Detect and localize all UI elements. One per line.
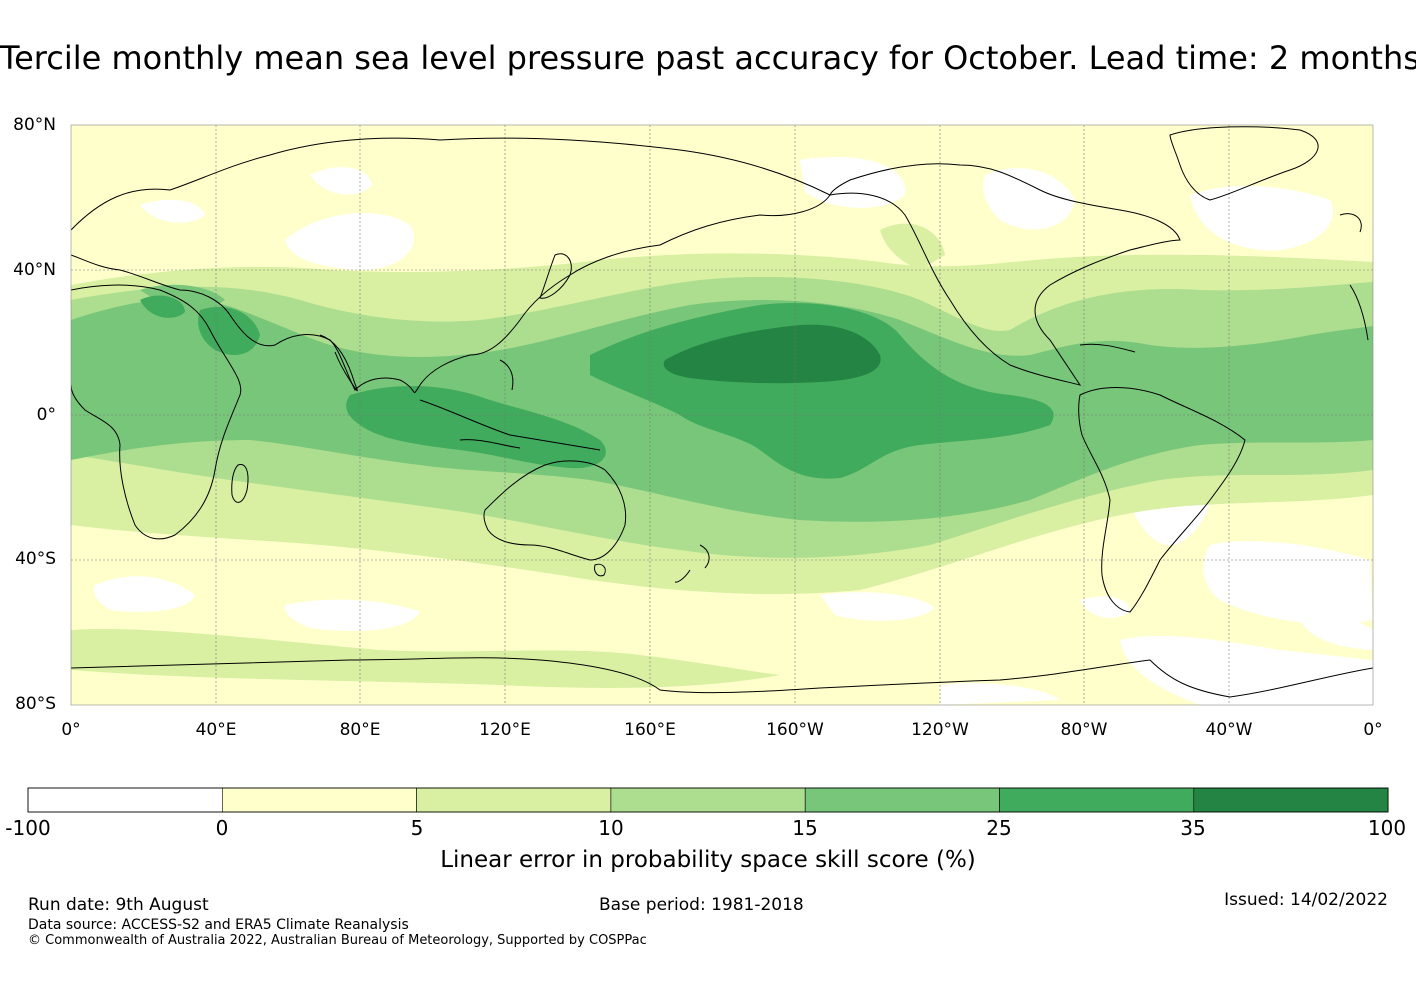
run-date: Run date: 9th August: [28, 895, 209, 915]
lon-label-80w: 80°W: [1060, 720, 1108, 740]
colorbar-segment: [27, 787, 223, 813]
colorbar-frame: [27, 787, 1389, 813]
colorbar-tick-label: 25: [986, 816, 1012, 840]
colorbar-tick-label: 15: [792, 816, 818, 840]
colorbar-segment: [999, 787, 1195, 813]
data-source: Data source: ACCESS-S2 and ERA5 Climate …: [28, 917, 409, 933]
map-frame: [70, 124, 1374, 706]
coast-indonesia: [419, 359, 601, 451]
colorbar-tick-label: 10: [598, 816, 624, 840]
lat-label-80n: 80°N: [13, 115, 56, 135]
issued-date: Issued: 14/02/2022: [1224, 890, 1388, 910]
coast-japan: [539, 253, 572, 299]
colorbar: [27, 787, 1389, 813]
lon-label-160e: 160°E: [624, 720, 676, 740]
lon-label-40w: 40°W: [1205, 720, 1253, 740]
coast-india: [319, 334, 358, 392]
lon-label-0-west: 0°: [61, 720, 81, 740]
coast-north-america: [829, 163, 1181, 386]
map-title-text: Tercile monthly mean sea level pressure …: [0, 39, 1416, 77]
colorbar-tick-label: 35: [1180, 816, 1206, 840]
map-title: Tercile monthly mean sea level pressure …: [0, 36, 1416, 80]
copyright-notice: © Commonwealth of Australia 2022, Austra…: [28, 933, 647, 948]
lat-label-80s: 80°S: [15, 694, 56, 714]
lat-label-0: 0°: [36, 405, 56, 425]
coast-tasmania: [594, 563, 606, 577]
lat-label-40n: 40°N: [13, 260, 56, 280]
coast-africa: [71, 284, 242, 540]
coast-greenland: [1169, 126, 1319, 201]
coast-caribbean: [1079, 343, 1136, 353]
colorbar-tick-label: 0: [215, 816, 229, 840]
coastlines: [71, 126, 1373, 698]
coast-south-america: [1078, 387, 1246, 613]
lat-label-40s: 40°S: [15, 549, 56, 569]
lon-label-120w: 120°W: [911, 720, 969, 740]
lon-label-80e: 80°E: [339, 720, 381, 740]
base-period: Base period: 1981-2018: [599, 895, 804, 915]
lon-label-160w: 160°W: [766, 720, 824, 740]
skill-field: [71, 125, 1373, 705]
coast-antarctica: [71, 657, 1373, 698]
skill-band-35-100: [663, 324, 881, 384]
colorbar-segment: [222, 787, 417, 813]
colorbar-segment: [804, 787, 1000, 813]
colorbar-caption: Linear error in probability space skill …: [440, 847, 976, 873]
coast-australia: [483, 460, 627, 561]
colorbar-segment: [1193, 787, 1389, 813]
colorbar-segment: [416, 787, 612, 813]
colorbar-tick-label: -100: [5, 816, 51, 840]
colorbar-tick-label: 5: [410, 816, 424, 840]
colorbar-segment: [610, 787, 806, 813]
negative-skill-patches: [93, 156, 1373, 705]
coast-europe-west: [1339, 213, 1369, 341]
lon-label-0-east: 0°: [1363, 720, 1383, 740]
coast-madagascar: [231, 463, 249, 503]
coast-new-zealand: [674, 544, 710, 583]
colorbar-tick-label: 100: [1367, 816, 1407, 840]
lon-label-120e: 120°E: [479, 720, 531, 740]
lon-label-40e: 40°E: [195, 720, 237, 740]
graticule: [71, 125, 1373, 705]
